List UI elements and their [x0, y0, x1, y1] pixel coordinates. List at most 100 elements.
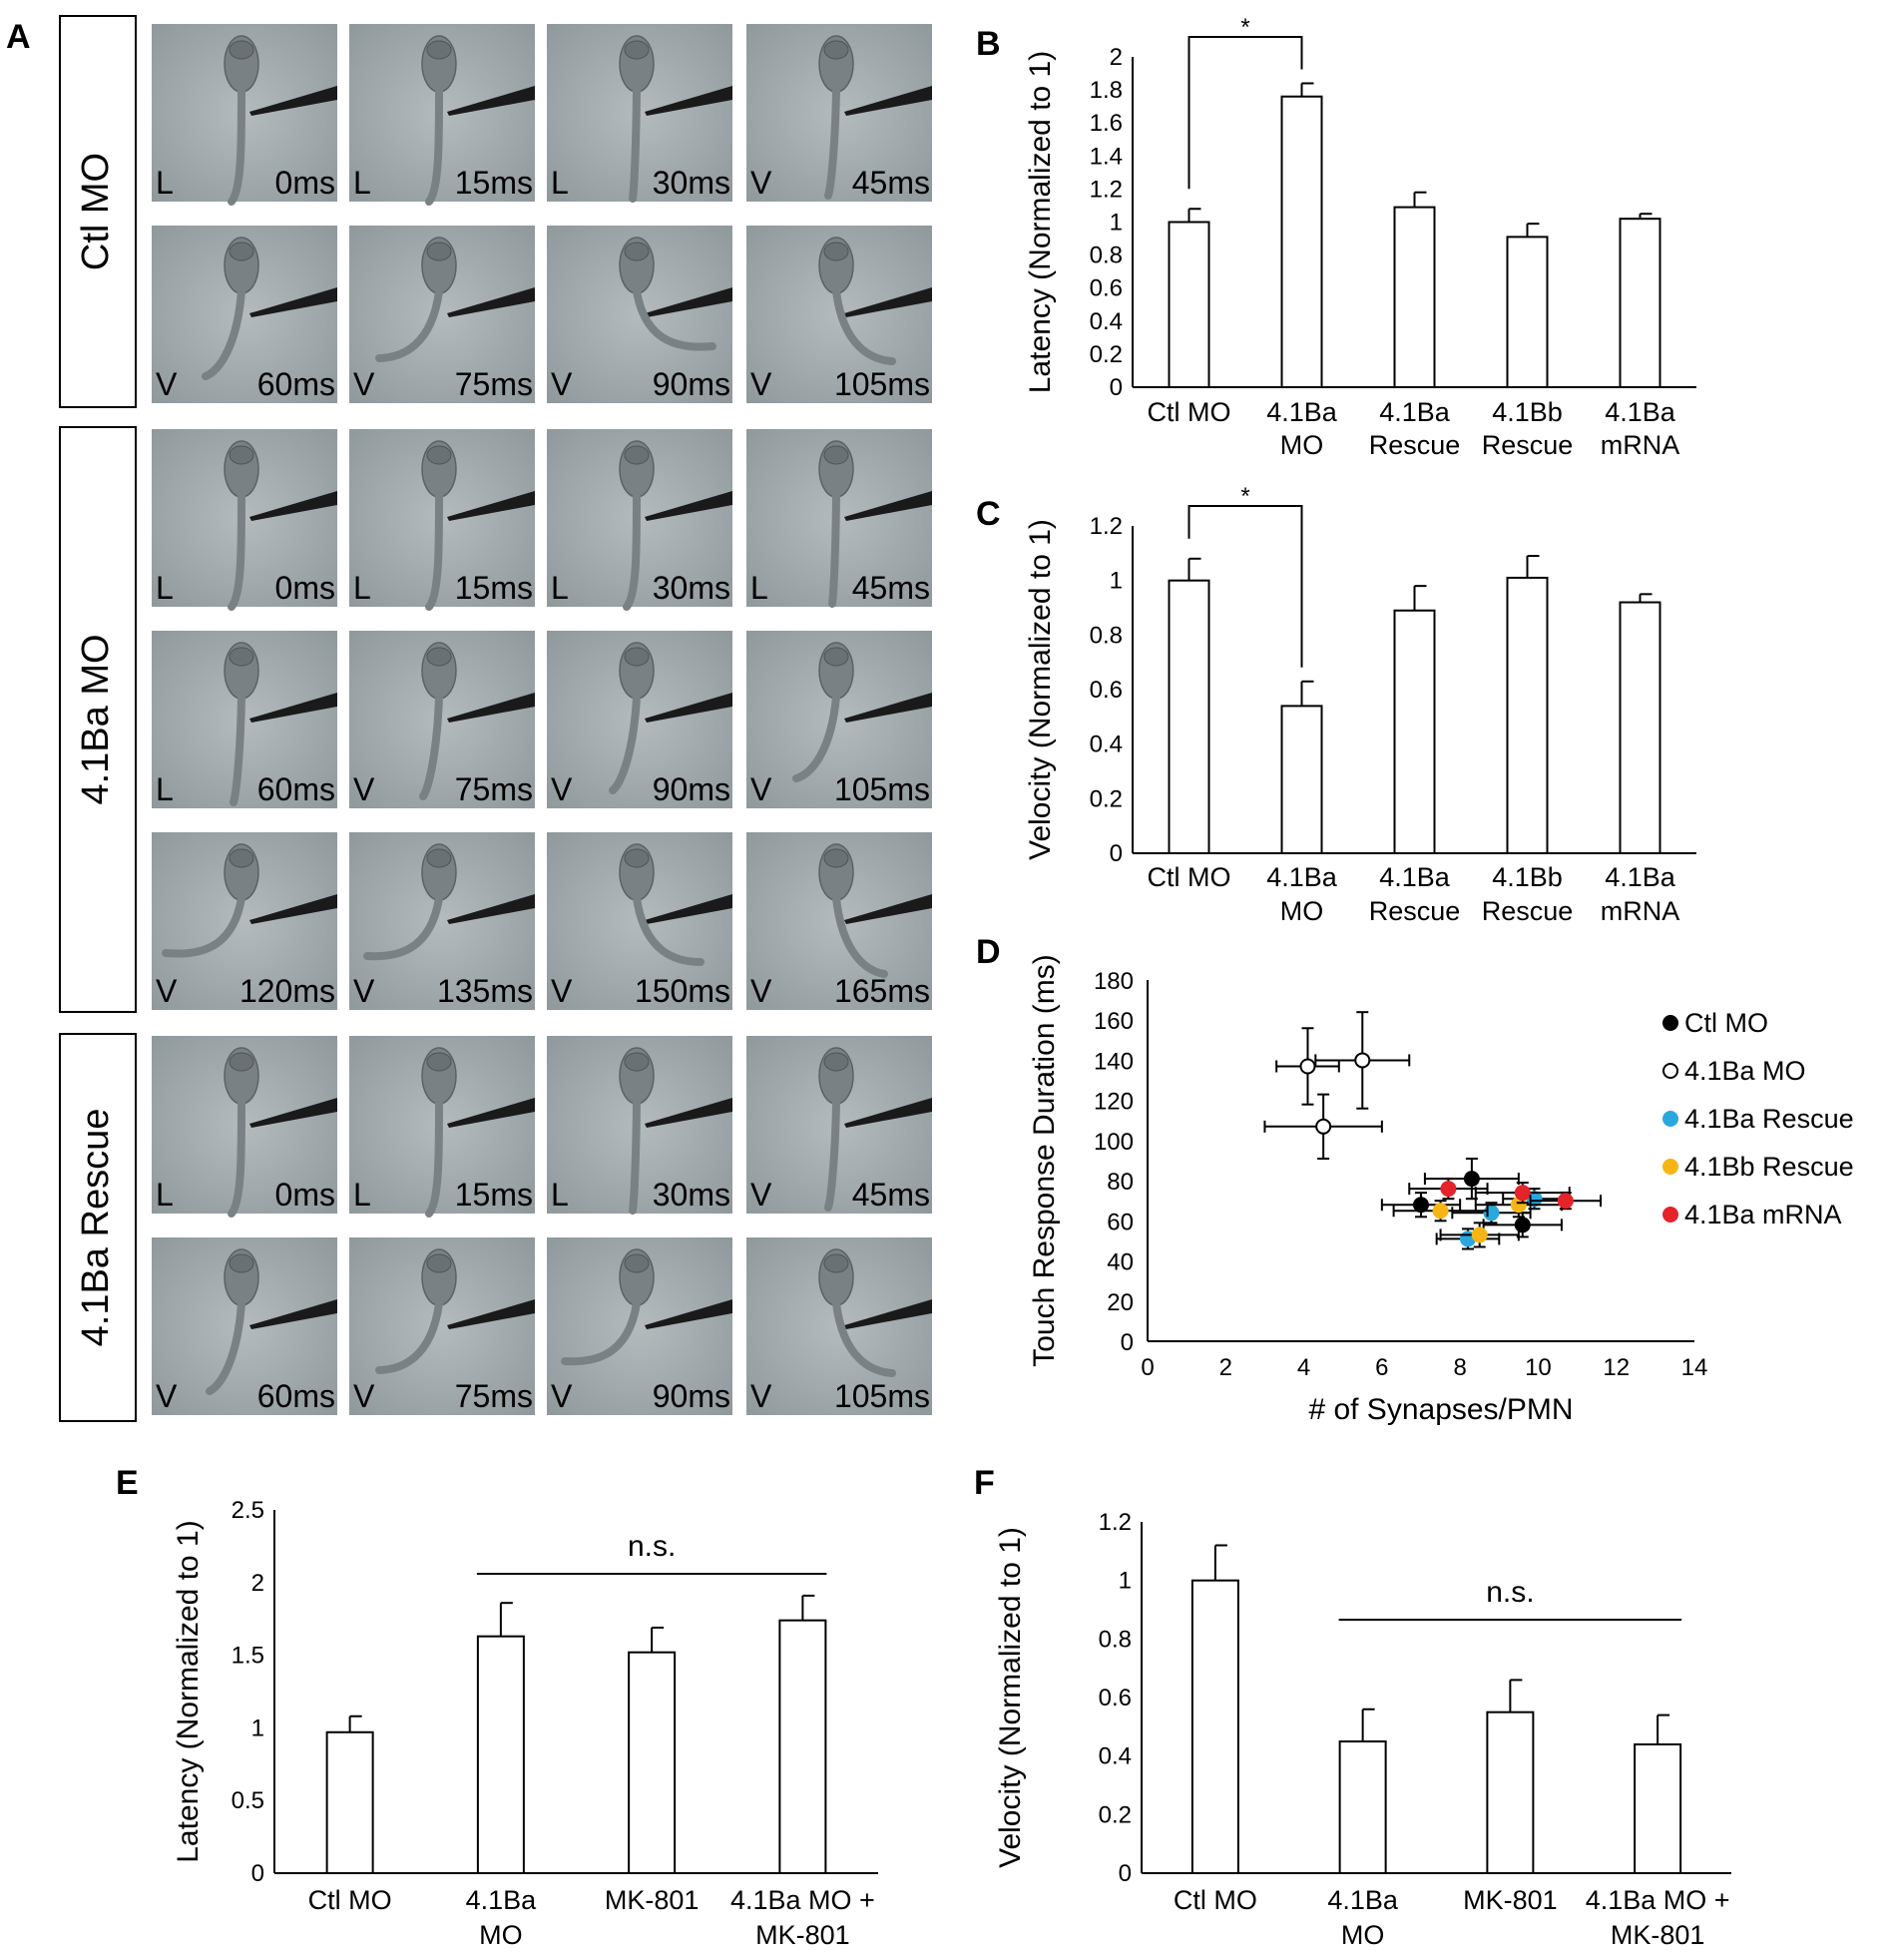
frame-time-label: 105ms	[834, 771, 930, 807]
y-tick-label: 1	[1110, 210, 1123, 237]
frame-time-label: 135ms	[437, 973, 533, 1009]
bar	[628, 1651, 677, 1874]
larva-eyes	[229, 848, 254, 868]
larva-frame: V 75ms	[349, 1237, 535, 1415]
bar	[1280, 705, 1323, 855]
bar	[1619, 218, 1661, 388]
probe	[249, 1098, 337, 1128]
larva-frame: L 15ms	[349, 1036, 535, 1218]
larva-tail	[561, 1299, 641, 1366]
y-tick-label: 1.4	[1090, 143, 1123, 170]
bar	[1338, 1740, 1387, 1874]
larva-frame: V 90ms	[547, 1237, 732, 1415]
y-tick-label: 120	[1094, 1089, 1134, 1116]
larva-frame: L 0ms	[152, 1036, 337, 1218]
probe	[645, 287, 732, 317]
y-axis-label: Latency (Normalized to 1)	[172, 1520, 205, 1862]
category-label: Ctl MO	[1174, 1885, 1257, 1915]
larva-frame: V 120ms	[152, 832, 337, 1010]
larva-eyes	[624, 242, 650, 261]
y-tick-label: 1	[1119, 1568, 1132, 1595]
y-tick-label: 1.8	[1090, 77, 1123, 104]
y-tick-label: 1	[1110, 568, 1123, 595]
frame-side-label: V	[750, 1177, 772, 1213]
category-label: 4.1Ba MO +	[1586, 1885, 1730, 1915]
y-tick-label: 0.6	[1099, 1685, 1132, 1712]
y-tick-label: 2	[251, 1570, 264, 1597]
larva-tail	[375, 1299, 443, 1374]
data-point	[1463, 1171, 1480, 1188]
frame-side-label: V	[156, 366, 178, 402]
y-tick-label: 180	[1094, 968, 1134, 995]
frame-time-label: 90ms	[653, 771, 730, 807]
bar	[1168, 579, 1210, 855]
larva-tail	[206, 1299, 245, 1395]
probe	[844, 693, 932, 723]
larva-eyes	[426, 40, 452, 60]
bar	[1280, 95, 1323, 388]
data-point	[1514, 1185, 1531, 1202]
y-tick-label: 1.6	[1090, 110, 1123, 137]
frame-side-label: V	[551, 1378, 573, 1414]
frame-side-label: V	[353, 1378, 375, 1414]
bar	[1190, 1579, 1239, 1874]
category-label: 4.1Ba	[466, 1885, 538, 1915]
y-tick-label: 1.2	[1099, 1509, 1132, 1536]
larva-eyes	[823, 1253, 849, 1273]
frame-time-label: 150ms	[635, 973, 730, 1009]
y-tick-label: 0.6	[1090, 677, 1123, 704]
frame-side-label: L	[156, 771, 174, 807]
y-tick-label: 0.8	[1090, 243, 1123, 269]
larva-eyes	[229, 647, 254, 667]
larva-frame: L 30ms	[547, 429, 732, 611]
category-label: Ctl MO	[1148, 397, 1231, 427]
y-tick-label: 0	[251, 1860, 264, 1887]
larva-eyes	[823, 242, 849, 261]
category-label: MO	[1280, 896, 1324, 926]
larva-frame: V 105ms	[746, 1237, 932, 1415]
frame-side-label: L	[551, 570, 569, 606]
category-label: Ctl MO	[308, 1885, 392, 1915]
y-tick-label: 0	[1121, 1329, 1134, 1356]
larva-frame: L 60ms	[152, 631, 337, 808]
probe	[447, 86, 535, 116]
frame-side-label: V	[353, 771, 375, 807]
x-tick-label: 14	[1681, 1354, 1708, 1381]
probe	[249, 491, 337, 521]
larva-frame: V 165ms	[746, 832, 932, 1010]
panel-e-latency-chart: E 0 0.5 1 1.5 2 2.5 Latency (Normalized to 1) Ct…	[116, 1464, 878, 1950]
frame-time-label: 75ms	[455, 1378, 533, 1414]
category-label: MK-801	[1463, 1885, 1558, 1915]
larva-frame: L 0ms	[152, 429, 337, 611]
frame-time-label: 0ms	[275, 1177, 335, 1213]
category-label: mRNA	[1601, 430, 1680, 460]
category-label: MK-801	[605, 1885, 700, 1915]
group-label-box	[59, 1033, 137, 1422]
larva-tail	[792, 693, 840, 782]
larva-tail	[824, 86, 840, 200]
group-label: 4.1Ba Rescue	[75, 1109, 117, 1347]
larva-eyes	[229, 445, 254, 465]
frame-side-label: V	[750, 366, 772, 402]
frame-time-label: 75ms	[455, 771, 533, 807]
larva-eyes	[426, 242, 452, 261]
larva-eyes	[624, 1253, 650, 1273]
category-label: MO	[1280, 430, 1324, 460]
y-axis-label: Velocity (Normalized to 1)	[1024, 519, 1057, 860]
panel-label: F	[974, 1464, 995, 1502]
y-tick-label: 1.2	[1090, 176, 1123, 203]
larva-tail	[629, 1098, 641, 1215]
category-label: 4.1Bb	[1492, 862, 1563, 892]
y-tick-label: 100	[1094, 1129, 1134, 1156]
y-tick-label: 20	[1107, 1289, 1134, 1316]
larva-eyes	[426, 848, 452, 868]
frame-side-label: L	[353, 1177, 371, 1213]
probe	[447, 287, 535, 317]
larva-frame: V 90ms	[547, 226, 732, 403]
larva-frame: L 30ms	[547, 24, 732, 203]
probe	[844, 1299, 932, 1329]
y-tick-label: 2	[1110, 44, 1123, 71]
frame-side-label: V	[750, 1378, 772, 1414]
larva-frame: V 60ms	[152, 226, 337, 403]
